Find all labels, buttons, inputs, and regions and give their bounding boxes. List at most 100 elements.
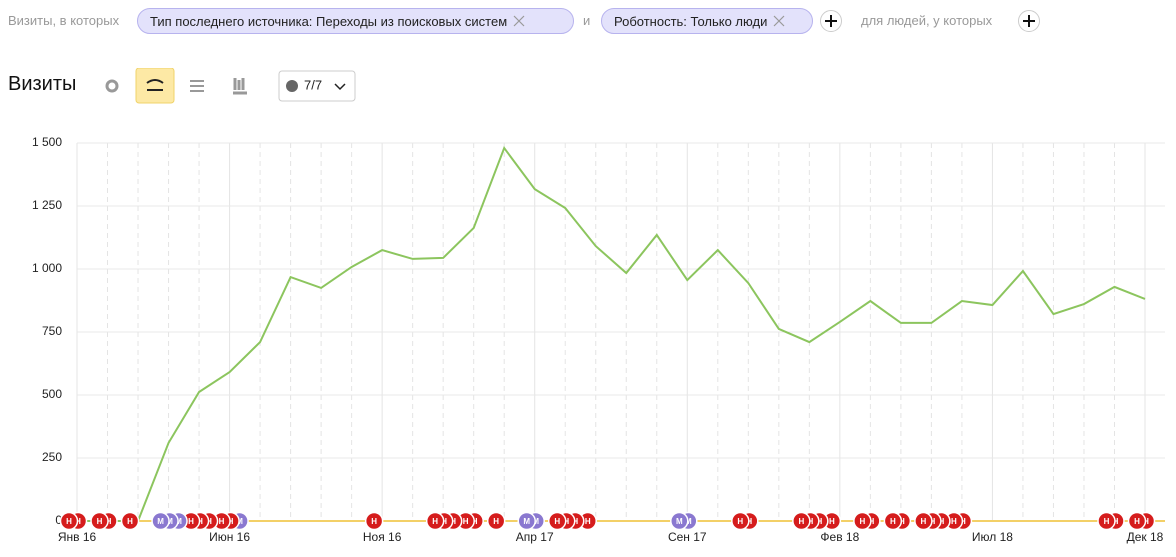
note-label: Н (463, 517, 469, 526)
add-button[interactable] (1018, 10, 1040, 32)
x-tick-label: Фев 18 (820, 530, 859, 544)
x-tick-label: Июл 18 (972, 530, 1013, 544)
note-label: Н (798, 517, 804, 526)
x-tick-label: Апр 17 (516, 530, 554, 544)
notes-icon (286, 80, 298, 92)
y-tick-label: 500 (42, 387, 62, 401)
note-bubble (731, 511, 750, 531)
bar-icon[interactable] (233, 78, 247, 95)
note-bubble (792, 511, 811, 531)
note-marker[interactable]: Н (1097, 511, 1116, 531)
y-tick-label: 750 (42, 324, 62, 338)
note-marker[interactable]: Н (731, 511, 750, 531)
note-label: Н (1134, 517, 1140, 526)
toolbar: 7/7 (105, 68, 356, 104)
notes-dropdown[interactable] (278, 70, 356, 102)
note-bubble (120, 511, 140, 531)
note-label: М (523, 517, 530, 526)
filter-text: Роботность: Только люди (614, 13, 768, 29)
note-marker[interactable]: Н (547, 511, 567, 531)
filter-text: Тип последнего источника: Переходы из по… (150, 13, 508, 29)
note-label: Н (859, 517, 865, 526)
y-tick-label: 1 500 (32, 135, 62, 149)
section-title: Визиты (8, 73, 77, 95)
note-marker[interactable]: Н (486, 511, 506, 531)
note-bubble (1097, 511, 1116, 531)
note-bubble (59, 511, 79, 531)
chevron (334, 83, 346, 91)
note-marker[interactable]: Н (425, 511, 445, 531)
x-tick-label: Июн 16 (209, 530, 250, 544)
note-marker[interactable]: Н (90, 511, 109, 531)
note-bubble (90, 511, 109, 531)
plus-icon (825, 15, 837, 27)
note-marker[interactable]: Н (853, 511, 872, 531)
filter-pill[interactable]: Роботность: Только люди (601, 8, 813, 34)
note-bubble (853, 511, 872, 531)
note-label: Н (493, 517, 499, 526)
note-label: Н (951, 517, 957, 526)
note-bubble (1127, 511, 1147, 531)
note-bubble (151, 511, 170, 531)
note-label: Н (432, 517, 438, 526)
note-bubble (914, 511, 933, 531)
note-label: Н (921, 517, 927, 526)
remove-icon[interactable] (773, 15, 785, 27)
y-tick-label: 1 000 (32, 261, 62, 275)
note-marker[interactable]: Н (59, 511, 79, 531)
y-tick-label: 0 (55, 513, 62, 527)
y-tick-label: 250 (42, 450, 62, 464)
note-label: Н (737, 517, 743, 526)
note-label: Н (585, 517, 591, 526)
note-marker[interactable]: Н (181, 511, 201, 531)
note-marker[interactable]: Н (792, 511, 811, 531)
note-marker[interactable]: Н (578, 511, 597, 531)
note-label: Н (97, 517, 103, 526)
x-tick-label: Янв 16 (58, 530, 97, 544)
x-tick-label: Сен 17 (668, 530, 707, 544)
line-toggle[interactable] (135, 68, 175, 104)
note-marker[interactable]: Н (944, 511, 964, 531)
note-label: М (676, 517, 683, 526)
area-icon[interactable] (190, 80, 204, 92)
note-marker[interactable]: Н (364, 511, 384, 531)
note-marker[interactable]: Н (1127, 511, 1147, 531)
note-marker[interactable]: Н (822, 511, 842, 531)
note-marker[interactable]: Н (212, 511, 231, 531)
note-label: Н (890, 517, 896, 526)
note-label: Н (66, 517, 72, 526)
note-bubble (883, 511, 903, 531)
note-label: Н (219, 517, 225, 526)
note-label: Н (188, 517, 194, 526)
remove-icon[interactable] (513, 15, 525, 27)
note-label: М (157, 517, 164, 526)
filter-prefix: Визиты, в которых (8, 13, 120, 28)
note-bubble (425, 511, 445, 531)
note-marker[interactable]: Н (883, 511, 903, 531)
note-bubble (547, 511, 567, 531)
note-marker[interactable]: Н (914, 511, 933, 531)
x-tick-label: Дек 18 (1127, 530, 1164, 544)
note-label: Н (371, 517, 377, 526)
note-label: Н (554, 517, 560, 526)
series-line (77, 145, 1146, 522)
note-marker[interactable]: Н (120, 511, 140, 531)
plus-icon (1023, 15, 1035, 27)
y-tick-label: 1 250 (32, 198, 62, 212)
note-bubble (364, 511, 384, 531)
note-bubble (486, 511, 506, 531)
add-button[interactable] (820, 10, 842, 32)
note-label: Н (829, 517, 835, 526)
x-tick-label: Ноя 16 (363, 530, 402, 544)
note-marker[interactable]: М (151, 511, 170, 531)
people-prefix: для людей, у которых (861, 13, 993, 28)
pie-icon[interactable] (105, 79, 119, 93)
joiner: и (583, 13, 591, 28)
note-bubble (517, 511, 536, 531)
note-marker[interactable]: М (517, 511, 536, 531)
note-marker[interactable]: М (670, 511, 689, 531)
filter-pill[interactable]: Тип последнего источника: Переходы из по… (137, 8, 574, 34)
note-label: Н (1104, 517, 1110, 526)
line-icon (146, 79, 164, 91)
